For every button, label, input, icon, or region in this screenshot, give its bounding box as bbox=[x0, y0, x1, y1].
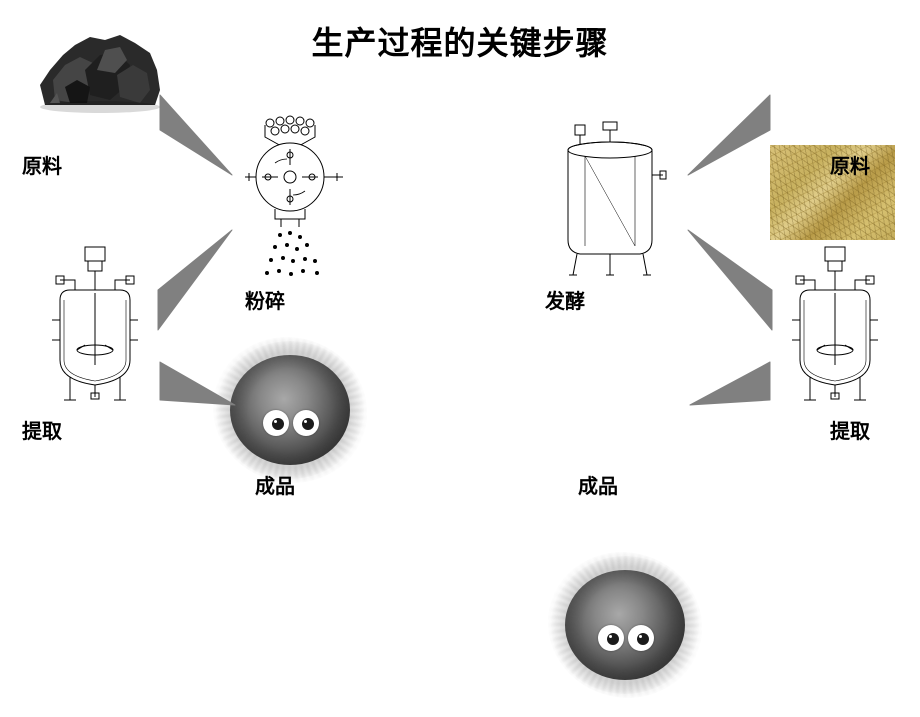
left-raw-material-image bbox=[35, 25, 165, 115]
right-raw-material-label: 原料 bbox=[830, 150, 870, 179]
left-raw-material-label: 原料 bbox=[22, 150, 62, 179]
left-extractor-label: 提取 bbox=[22, 415, 62, 444]
left-grinder-image bbox=[225, 115, 365, 280]
left-product-label: 成品 bbox=[255, 470, 295, 499]
left-grinder-label: 粉碎 bbox=[245, 285, 285, 314]
right-extractor-label: 提取 bbox=[830, 415, 870, 444]
right-product-image bbox=[560, 565, 690, 685]
right-fermenter-image bbox=[545, 120, 675, 280]
right-product-label: 成品 bbox=[578, 470, 618, 499]
left-extractor-image bbox=[30, 245, 160, 405]
right-fermenter-label: 发酵 bbox=[545, 285, 585, 314]
left-product-image bbox=[225, 350, 355, 470]
right-extractor-image bbox=[770, 245, 900, 405]
page-title: 生产过程的关键步骤 bbox=[311, 18, 608, 64]
